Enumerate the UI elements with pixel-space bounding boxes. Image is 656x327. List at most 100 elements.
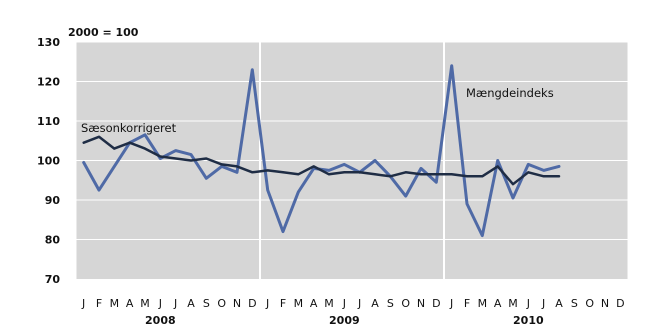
x-tick-label: D: [248, 297, 256, 310]
data-point: [205, 157, 208, 160]
y-tick-label: 70: [45, 273, 61, 286]
data-point: [358, 171, 361, 174]
data-point: [420, 167, 422, 170]
year-label: 2009: [329, 314, 360, 327]
data-point: [374, 173, 376, 176]
data-point: [297, 173, 300, 176]
y-tick-label: 120: [37, 76, 60, 89]
x-tick-label: J: [173, 297, 177, 310]
data-point: [450, 173, 453, 176]
data-point: [435, 181, 438, 183]
data-point: [159, 155, 162, 158]
data-point: [328, 169, 330, 172]
data-point: [512, 183, 514, 185]
data-point: [542, 169, 545, 172]
data-point: [220, 163, 223, 166]
x-tick-label: M: [110, 297, 120, 310]
x-tick-label: A: [555, 297, 563, 310]
x-tick-label: J: [158, 297, 162, 310]
series-label-saesonkorrigeret: Sæsonkorrigeret: [81, 121, 177, 135]
x-tick-label: A: [187, 297, 195, 310]
data-point: [527, 163, 530, 166]
data-point: [128, 141, 131, 144]
year-label: 2010: [513, 314, 544, 327]
x-tick-label: M: [294, 297, 304, 310]
data-point: [82, 161, 85, 164]
data-point: [558, 175, 560, 178]
year-label: 2008: [145, 314, 176, 327]
data-point: [174, 149, 177, 152]
series-label-maengdeindeks: Mængdeindeks: [466, 86, 554, 100]
x-tick-label: M: [324, 297, 334, 310]
x-tick-label: J: [526, 297, 530, 310]
data-point: [404, 195, 407, 197]
data-point: [113, 147, 116, 150]
y-tick-label: 130: [37, 36, 60, 49]
x-tick-label: F: [464, 297, 470, 310]
x-tick-label: N: [601, 297, 609, 310]
data-point: [190, 159, 192, 162]
data-point: [144, 134, 146, 136]
x-tick-label: S: [571, 297, 578, 310]
data-point: [404, 171, 407, 174]
x-tick-label: D: [432, 297, 440, 310]
x-tick-label: O: [585, 297, 594, 310]
x-tick-label: J: [81, 297, 85, 310]
data-point: [496, 159, 499, 162]
data-point: [251, 171, 254, 174]
x-tick-label: S: [387, 297, 394, 310]
data-point: [496, 165, 499, 168]
data-point: [144, 147, 146, 150]
data-point: [236, 165, 238, 168]
unit-note: 2000 = 100: [68, 26, 139, 39]
data-point: [82, 141, 85, 144]
x-tick-label: M: [478, 297, 488, 310]
x-tick-label: S: [203, 297, 210, 310]
data-point: [542, 175, 545, 178]
data-point: [297, 191, 300, 193]
x-axis-year-labels: 2008 2009 2010: [145, 314, 544, 327]
data-point: [251, 68, 254, 71]
data-point: [98, 189, 100, 191]
data-point: [282, 230, 284, 233]
x-tick-label: A: [126, 297, 134, 310]
data-point: [435, 173, 438, 176]
x-tick-label: M: [508, 297, 518, 310]
x-tick-label: M: [140, 297, 150, 310]
x-tick-label: J: [541, 297, 545, 310]
data-point: [512, 197, 514, 199]
data-point: [174, 157, 177, 160]
data-point: [466, 203, 468, 205]
x-tick-label: J: [265, 297, 269, 310]
y-tick-label: 110: [37, 115, 60, 128]
data-point: [420, 173, 422, 176]
series-1: [82, 135, 561, 186]
data-point: [205, 177, 208, 180]
y-tick-label: 80: [45, 234, 61, 247]
data-point: [481, 175, 484, 178]
data-point: [98, 136, 100, 138]
x-tick-label: F: [280, 297, 286, 310]
x-tick-label: J: [357, 297, 361, 310]
series-layer: [82, 64, 561, 238]
data-point: [159, 157, 162, 160]
data-point: [450, 64, 453, 67]
data-point: [374, 159, 376, 162]
x-tick-label: J: [342, 297, 346, 310]
x-tick-label: A: [310, 297, 318, 310]
data-point: [190, 153, 192, 156]
data-point: [220, 165, 223, 168]
data-point: [266, 189, 269, 191]
grid-lines: [75, 41, 629, 279]
x-tick-label: O: [217, 297, 226, 310]
x-tick-label: J: [449, 297, 453, 310]
x-tick-label: A: [494, 297, 502, 310]
x-tick-label: N: [417, 297, 425, 310]
x-tick-label: D: [616, 297, 624, 310]
y-axis-ticks: 70 80 90 100 110 120 130: [37, 36, 60, 286]
data-point: [236, 171, 238, 174]
data-point: [328, 173, 330, 176]
data-point: [481, 234, 484, 237]
